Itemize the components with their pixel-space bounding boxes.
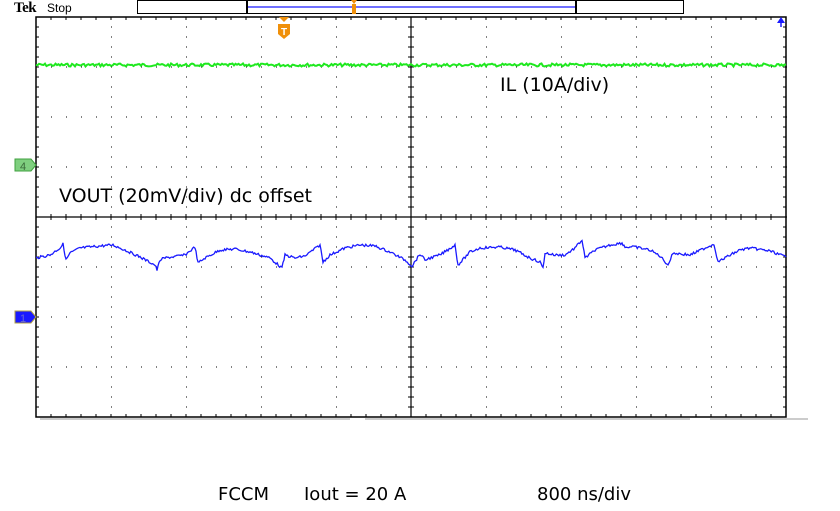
mode-caption: FCCM	[218, 484, 270, 505]
ch4-marker: 4	[14, 158, 37, 173]
record-length-bar	[137, 0, 684, 14]
svg-text:4: 4	[20, 161, 26, 173]
il-trace	[35, 61, 787, 69]
record-trigger-marker	[351, 0, 357, 14]
iout-caption: Iout = 20 A	[304, 484, 407, 505]
scope-display: T 4 1	[14, 0, 808, 420]
ch1-marker: 1	[14, 310, 37, 325]
acquisition-status: Stop	[47, 1, 72, 15]
vout-label: VOUT (20mV/div) dc offset	[59, 185, 313, 207]
graticule	[35, 16, 808, 420]
brand-logo: Tek	[14, 0, 37, 16]
graticule-dots	[35, 16, 787, 418]
timebase-caption: 800 ns/div	[537, 484, 632, 505]
svg-text:T: T	[281, 27, 287, 38]
vout-trace	[36, 239, 787, 271]
trigger-position-icon: T	[278, 17, 290, 39]
record-view-window	[246, 0, 577, 14]
svg-text:1: 1	[20, 313, 26, 325]
trigger-level-arrow-icon	[777, 17, 785, 27]
il-label: IL (10A/div)	[500, 74, 610, 96]
